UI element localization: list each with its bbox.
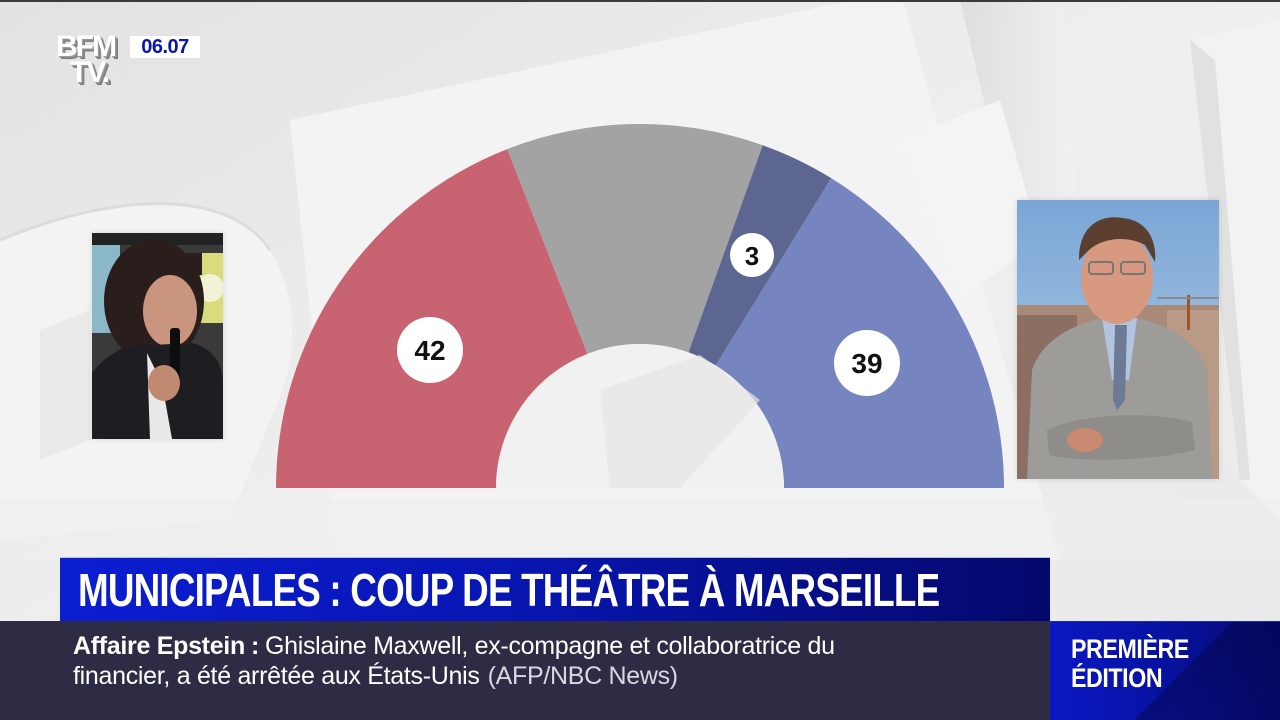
svg-text:3: 3 (745, 241, 759, 271)
ticker-line-1: Affaire Epstein: Ghislaine Maxwell, ex-co… (73, 631, 1050, 661)
portrait-woman-icon (92, 233, 223, 439)
label-3: 3 (730, 233, 774, 277)
label-39: 39 (834, 330, 900, 396)
bfmtv-logo: BFM TV. (56, 30, 126, 94)
program-title-line1: PREMIÈRE (1071, 634, 1189, 664)
headline-banner: MUNICIPALES : COUP DE THÉÂTRE À MARSEILL… (60, 557, 1050, 621)
ticker-text-line2: financier, a été arrêtée aux États-Unis (73, 662, 480, 690)
segment-gray (507, 124, 763, 354)
ticker-topic: Affaire Epstein (73, 632, 245, 660)
news-ticker: Affaire Epstein: Ghislaine Maxwell, ex-co… (0, 621, 1050, 720)
logo-text-tv: TV. (70, 56, 110, 89)
program-title-box: PREMIÈRE ÉDITION (1050, 621, 1280, 720)
svg-text:42: 42 (414, 335, 445, 366)
photo-candidate-left (92, 233, 223, 439)
logo-text-bfm: BFM (56, 30, 117, 63)
frame-top-border (0, 0, 1280, 2)
ticker-text-line1: Ghislaine Maxwell, ex-compagne et collab… (264, 632, 835, 660)
photo-candidate-right (1017, 200, 1219, 479)
program-title-line2: ÉDITION (1071, 663, 1163, 693)
label-42: 42 (397, 317, 463, 383)
time-display: 06.07 (130, 36, 200, 58)
svg-text:39: 39 (851, 348, 882, 379)
ticker-source: (AFP/NBC News) (487, 662, 679, 690)
headline-text: MUNICIPALES : COUP DE THÉÂTRE À MARSEILL… (78, 563, 940, 616)
portrait-man-icon (1017, 200, 1219, 479)
ticker-separator: : (250, 632, 259, 660)
ticker-line-2: financier, a été arrêtée aux États-Unis(… (73, 661, 1050, 691)
